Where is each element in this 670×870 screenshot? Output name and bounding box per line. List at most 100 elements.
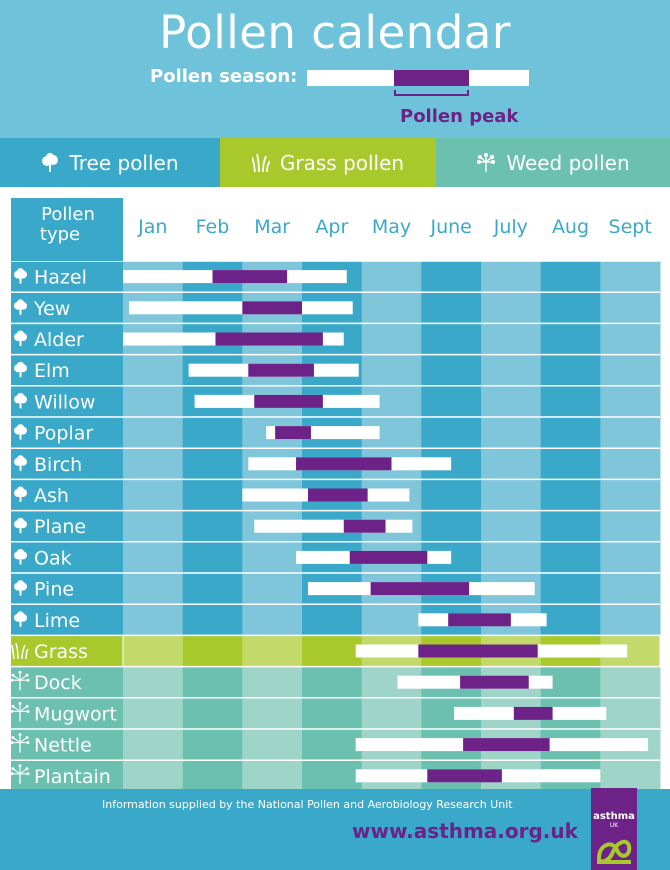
tab-weed-label: Weed pollen xyxy=(506,150,630,175)
pollen-chart: Hazel Yew Alder Elm Willow Poplar Birch Ash Plan… xyxy=(0,187,670,789)
weed-icon xyxy=(10,701,30,722)
grid-cell xyxy=(481,261,542,293)
row-label-cell xyxy=(11,448,123,480)
tree-icon xyxy=(14,517,27,534)
grid-cell xyxy=(481,448,542,480)
grid-cell xyxy=(182,635,243,668)
grid-cell xyxy=(481,510,542,543)
row-label: Alder xyxy=(34,329,84,351)
grid-cell xyxy=(600,261,661,293)
tree-icon xyxy=(14,580,27,596)
row-label-cell xyxy=(11,261,123,293)
grid-cell xyxy=(421,261,482,293)
tree-icon xyxy=(14,424,27,440)
grid-cell xyxy=(123,417,184,449)
grid-cell xyxy=(600,604,661,636)
grid-cell xyxy=(361,292,422,324)
grid-cell xyxy=(123,635,184,668)
grid-cell xyxy=(540,448,601,480)
grid-cell xyxy=(600,354,661,387)
row-label-cell xyxy=(11,292,123,324)
weed-icon xyxy=(10,670,30,691)
grid-cell xyxy=(242,666,303,699)
peak-bar-pine xyxy=(370,582,470,596)
grid-cell xyxy=(600,697,661,730)
grid-cell xyxy=(600,385,661,418)
peak-legend-label: Pollen peak xyxy=(400,106,519,127)
grid-cell xyxy=(361,354,422,387)
peak-bar-ash xyxy=(307,488,368,502)
grid-cell xyxy=(242,573,303,605)
peak-bar-willow xyxy=(254,394,323,408)
grid-cell xyxy=(481,354,542,387)
row-label: Birch xyxy=(34,454,82,476)
peak-bar-oak xyxy=(349,550,428,564)
row-label-cell xyxy=(11,573,123,605)
logo-sub: UK xyxy=(609,822,619,829)
grid-cell xyxy=(182,760,243,789)
website-link[interactable]: www.asthma.org.uk xyxy=(352,819,578,843)
row-label-cell xyxy=(11,510,123,542)
row-label: Grass xyxy=(34,641,88,663)
pollen-type-header-line2: type xyxy=(40,224,80,245)
grid-cell xyxy=(600,510,661,543)
row-label: Pine xyxy=(34,579,74,601)
grid-cell xyxy=(182,510,243,543)
grid-cell xyxy=(600,417,661,449)
tree-icon xyxy=(41,152,59,173)
row-label: Mugwort xyxy=(34,703,117,725)
grid-cell xyxy=(242,635,303,668)
peak-bar-grass xyxy=(418,644,538,658)
grid-cell xyxy=(540,292,601,324)
tree-icon xyxy=(14,268,27,284)
grid-cell xyxy=(361,697,422,730)
tree-icon xyxy=(14,611,27,627)
season-bar-yew xyxy=(128,301,353,315)
grid-cell xyxy=(182,541,243,574)
row-label: Plane xyxy=(34,516,86,538)
grid-cell xyxy=(481,323,542,356)
grid-cell xyxy=(421,354,482,387)
tree-icon xyxy=(14,548,27,565)
weed-icon xyxy=(10,764,30,784)
grid-cell xyxy=(540,261,601,293)
grid-cell xyxy=(481,541,542,574)
grid-cell xyxy=(540,417,601,449)
peak-bar-birch xyxy=(296,457,392,471)
grid-cell xyxy=(302,666,363,699)
grid-cell xyxy=(421,479,482,512)
grid-cell xyxy=(600,292,661,324)
peak-legend-bar xyxy=(394,70,469,86)
grid-cell xyxy=(123,479,184,512)
row-label-cell xyxy=(11,417,123,449)
row-label-cell xyxy=(11,479,123,511)
tab-weed-pollen: Weed pollen xyxy=(436,138,670,187)
grid-cell xyxy=(540,541,601,574)
row-label-cell xyxy=(11,760,123,789)
grid-cell xyxy=(421,323,482,356)
month-label: Mar xyxy=(254,216,290,238)
row-label: Oak xyxy=(34,547,72,569)
grid-cell xyxy=(123,729,184,761)
grid-cell xyxy=(600,448,661,480)
asthma-uk-logo: asthma UK xyxy=(591,788,637,870)
grid-cell xyxy=(600,541,661,574)
row-label: Elm xyxy=(34,360,70,382)
grid-cell xyxy=(600,323,661,356)
grid-cell xyxy=(302,697,363,730)
grass-icon xyxy=(251,153,270,173)
peak-bar-nettle xyxy=(463,738,550,752)
month-header-band xyxy=(123,198,660,261)
grid-cell xyxy=(123,697,184,730)
grid-cell xyxy=(242,541,303,574)
grid-cell xyxy=(123,573,184,605)
grid-cell xyxy=(600,573,661,605)
grid-cell xyxy=(182,729,243,761)
row-label-cell xyxy=(11,697,123,729)
weed-icon xyxy=(10,733,30,753)
season-legend-label: Pollen season: xyxy=(150,66,298,87)
grid-cell xyxy=(182,448,243,480)
header: Pollen calendar Pollen season: Pollen pe… xyxy=(0,0,670,138)
tab-tree-label: Tree pollen xyxy=(69,150,179,175)
grid-cell xyxy=(540,354,601,387)
